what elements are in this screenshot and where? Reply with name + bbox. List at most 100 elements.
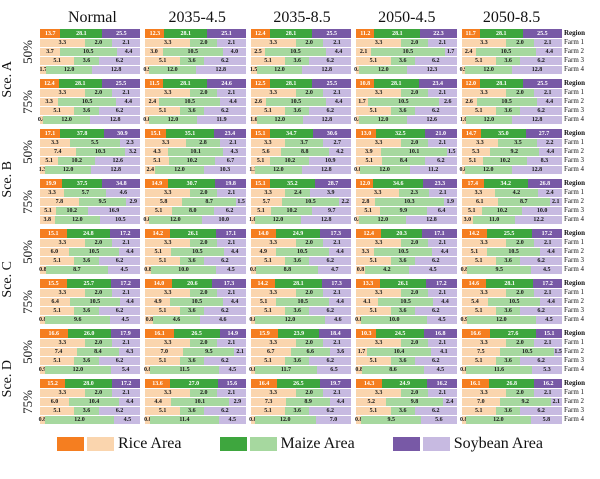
rice-segment: 0.9 bbox=[459, 66, 468, 74]
rice-segment: 5.1 bbox=[40, 307, 75, 315]
rice-segment: 6.0 bbox=[40, 248, 69, 256]
stacked-bar-block: 19.9 37.5 34.8 3.3 5.7 4.6 7.8 9.5 2.9 5.1 10.2 16.… bbox=[40, 179, 141, 224]
row-labels: Region Farm 1 Farm 2 Farm 3 Farm 4 bbox=[562, 29, 600, 74]
maize-segment: 30.7 bbox=[168, 179, 216, 188]
rice-segment: 0.8 bbox=[144, 366, 152, 374]
rice-segment: 3.0 bbox=[461, 216, 474, 224]
rice-segment: 5.1 bbox=[145, 407, 180, 415]
soybean-segment: 6.7 bbox=[215, 157, 246, 165]
farm-bar: 4.3 10.1 4.3 bbox=[145, 147, 246, 156]
maize-segment: 20.6 bbox=[172, 279, 213, 288]
rice-segment: 0.8 bbox=[460, 266, 469, 274]
percent-label-text: 50% bbox=[20, 139, 35, 164]
farm-bar: 3.3 2.0 2.1 bbox=[461, 38, 563, 47]
rice-segment: 14.0 bbox=[145, 279, 173, 288]
soybean-segment: 4.5 bbox=[110, 316, 141, 324]
rice-segment: 3.3 bbox=[356, 289, 401, 297]
soybean-segment: 25.5 bbox=[101, 79, 141, 88]
rice-segment: 0.8 bbox=[354, 66, 362, 74]
soybean-segment: 4.5 bbox=[218, 366, 246, 374]
soybean-segment: 6.2 bbox=[414, 357, 457, 365]
soybean-segment: 6.2 bbox=[204, 107, 246, 115]
soybean-segment: 2.1 bbox=[111, 39, 141, 47]
farm-bar: 2.8 10.3 1.9 bbox=[356, 197, 457, 206]
stacked-bar-block: 14.2 25.5 17.2 3.3 2.0 2.1 5.1 10.5 4.4 5.1 3.6 6.2… bbox=[460, 229, 563, 274]
maize-segment: 8.8 bbox=[281, 148, 329, 156]
maize-segment: 12.0 bbox=[254, 216, 302, 224]
soybean-segment: 6.2 bbox=[309, 357, 352, 365]
rice-segment: 3.3 bbox=[250, 389, 296, 397]
farm-bar: 0.8 12.0 11.9 bbox=[143, 115, 246, 124]
maize-segment: 28.1 bbox=[164, 29, 208, 38]
farm-bar: 5.1 10.5 4.4 bbox=[145, 247, 246, 256]
maize-segment: 3.6 bbox=[74, 257, 99, 265]
maize-segment: 8.7 bbox=[45, 266, 109, 274]
farm-bar: 5.1 3.6 6.2 bbox=[356, 106, 457, 115]
maize-segment: 10.1 bbox=[170, 398, 230, 406]
rice-segment: 5.1 bbox=[145, 257, 180, 265]
maize-segment: 10.5 bbox=[370, 48, 445, 56]
soybean-segment: 2.1 bbox=[220, 139, 246, 147]
soybean-segment: 18.4 bbox=[319, 329, 352, 338]
farm-bar: 3.3 2.0 2.1 bbox=[356, 88, 457, 97]
soybean-segment: 2.1 bbox=[111, 389, 141, 397]
scenario-label: Sce. C bbox=[0, 229, 16, 329]
maize-segment: 2.0 bbox=[190, 289, 218, 297]
maize-segment: 12.0 bbox=[44, 366, 111, 374]
farm-bar: 5.3 9.2 4.4 bbox=[461, 147, 563, 156]
soybean-segment: 17.3 bbox=[322, 279, 352, 288]
soybean-segment: 2.1 bbox=[322, 289, 352, 297]
soybean-segment: 8.3 bbox=[526, 157, 562, 165]
soybean-segment: 4.5 bbox=[427, 316, 457, 324]
farm-bar: 3.3 2.0 2.1 bbox=[356, 388, 457, 397]
maize-segment: 24.8 bbox=[66, 229, 111, 238]
farm-bar: 0.9 12.0 5.4 bbox=[39, 365, 141, 374]
row-label: Farm 3 bbox=[564, 56, 585, 64]
stacked-bar-block: 12.4 28.1 25.5 3.3 2.0 2.1 3.3 10.5 4.4 5.1 3.6 6.2… bbox=[38, 79, 141, 124]
stacked-bar-block: 15.1 35.1 23.4 3.3 2.8 2.1 4.3 10.1 4.3 5.1 10.2 6.… bbox=[145, 129, 246, 174]
farm-bar: 3.3 2.0 2.1 bbox=[356, 38, 457, 47]
maize-segment: 28.1 bbox=[163, 79, 208, 88]
soybean-segment: 22.3 bbox=[420, 29, 457, 38]
soybean-segment: 2.9 bbox=[125, 198, 141, 206]
maize-segment: 2.0 bbox=[506, 89, 534, 97]
maize-segment: 12.0 bbox=[359, 116, 407, 124]
farm-bar: 7.0 9.2 2.1 bbox=[461, 397, 563, 406]
rice-segment: 3.3 bbox=[145, 139, 186, 147]
maize-segment: 2.0 bbox=[84, 289, 112, 297]
region-bar: 12.4 28.1 25.5 bbox=[40, 79, 141, 88]
rice-segment: 3.3 bbox=[145, 89, 191, 97]
maize-segment: 10.5 bbox=[475, 48, 537, 56]
soybean-segment: 2.3 bbox=[119, 139, 141, 147]
scenario-label: Sce. D bbox=[0, 329, 16, 429]
stacked-bar-block: 16.1 26.8 16.2 3.3 2.0 2.1 7.0 9.2 2.1 5.1 3.6 6.2 0… bbox=[460, 379, 563, 424]
maize-segment: 3.6 bbox=[390, 257, 415, 265]
maize-segment: 12.0 bbox=[256, 66, 303, 74]
rice-segment: 1.6 bbox=[250, 116, 258, 124]
maize-segment: 3.6 bbox=[179, 107, 205, 115]
maize-segment: 11.7 bbox=[255, 366, 317, 374]
farm-bar: 0.8 10.0 4.5 bbox=[355, 315, 457, 324]
farm-bar: 3.3 2.0 2.1 bbox=[250, 338, 352, 347]
rice-segment: 12.0 bbox=[461, 79, 480, 88]
rice-segment: 5.1 bbox=[145, 107, 180, 115]
rice-segment: 0.8 bbox=[249, 266, 258, 274]
farm-bar: 5.1 3.6 6.2 bbox=[145, 306, 246, 315]
soybean-segment: 30.6 bbox=[312, 129, 352, 138]
rice-segment: 4.1 bbox=[356, 298, 378, 306]
soybean-segment: 2.4 bbox=[537, 189, 562, 197]
soybean-segment: 6.2 bbox=[204, 407, 246, 415]
farm-bar: 1.7 10.4 4.1 bbox=[356, 347, 457, 356]
maize-segment: 10.2 bbox=[168, 157, 216, 165]
rice-segment: 5.1 bbox=[250, 207, 272, 215]
rice-segment: 1.5 bbox=[249, 66, 258, 74]
maize-segment: 12.0 bbox=[256, 116, 303, 124]
farm-bar: 2.6 10.5 4.4 bbox=[250, 97, 352, 106]
farm-bar: 3.3 5.5 2.3 bbox=[40, 138, 141, 147]
farm-bar: 3.3 3.5 2.2 bbox=[461, 138, 563, 147]
rice-segment: 0.8 bbox=[355, 366, 363, 374]
soybean-segment: 3.9 bbox=[310, 189, 352, 197]
farm-bar: 3.7 10.5 4.4 bbox=[40, 47, 141, 56]
maize-segment: 12.0 bbox=[466, 316, 537, 324]
rice-segment: 2.5 bbox=[250, 48, 266, 56]
